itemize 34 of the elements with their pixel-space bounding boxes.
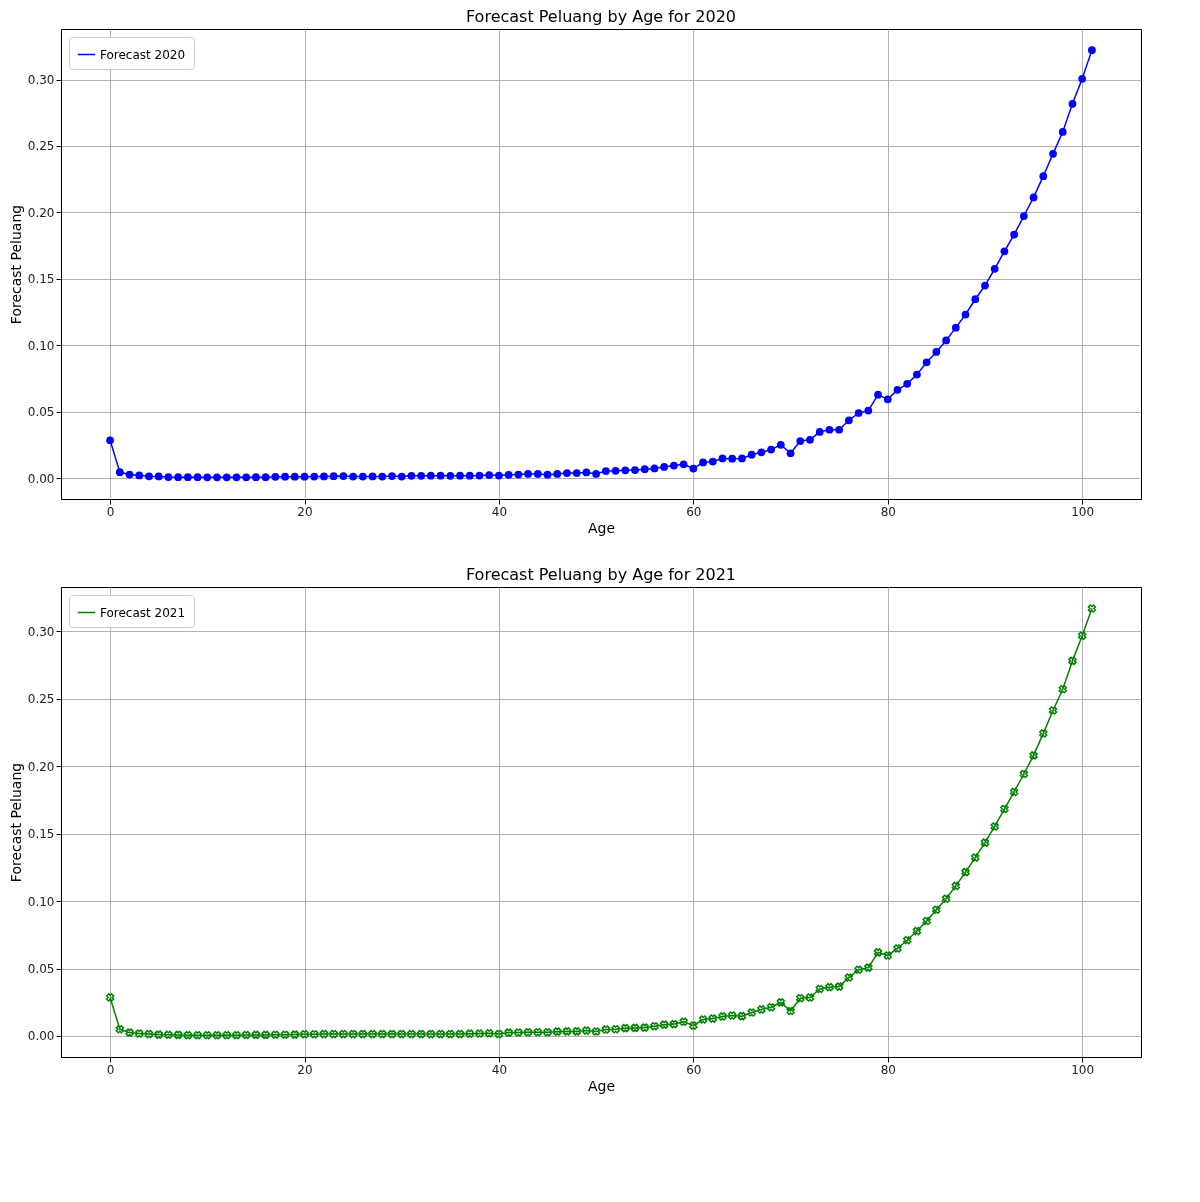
- legend-label: Forecast 2020: [100, 47, 186, 62]
- x-tick-label: 60: [686, 1062, 702, 1077]
- x-axis-title: Age: [587, 1077, 616, 1094]
- y-tick-label: 0.10: [27, 894, 55, 909]
- y-tick-label: 0.30: [27, 73, 55, 88]
- chart-title: Forecast Peluang by Age for 2020: [465, 7, 737, 26]
- y-axis-title: Forecast Peluang: [7, 204, 24, 325]
- x-tick-label: 80: [880, 504, 896, 519]
- y-tick-label: 0.30: [27, 624, 55, 639]
- y-tick-label: 0.00: [27, 471, 55, 486]
- x-tick-label: 40: [491, 1062, 508, 1077]
- y-tick-label: 0.00: [27, 1029, 55, 1044]
- y-tick-label: 0.15: [27, 827, 55, 842]
- x-tick-label: 80: [880, 1062, 896, 1077]
- y-tick-label: 0.20: [27, 759, 55, 774]
- x-tick-label: 100: [1071, 1062, 1095, 1077]
- y-axis-title: Forecast Peluang: [7, 762, 24, 883]
- chart-title: Forecast Peluang by Age for 2021: [465, 565, 737, 584]
- y-tick-label: 0.05: [27, 405, 55, 420]
- y-tick-label: 0.05: [27, 962, 55, 977]
- y-tick-label: 0.15: [27, 272, 55, 287]
- y-tick-label: 0.25: [27, 692, 55, 707]
- x-tick-label: 100: [1071, 504, 1095, 519]
- x-tick-label: 20: [297, 504, 313, 519]
- x-tick-label: 20: [297, 1062, 313, 1077]
- x-tick-label: 0: [106, 1062, 115, 1077]
- y-tick-label: 0.20: [27, 205, 55, 220]
- x-tick-label: 60: [686, 504, 702, 519]
- y-tick-label: 0.10: [27, 338, 55, 353]
- x-tick-label: 40: [491, 504, 508, 519]
- x-tick-label: 0: [106, 504, 115, 519]
- x-axis-title: Age: [587, 519, 616, 536]
- y-tick-label: 0.25: [27, 139, 55, 154]
- legend-label: Forecast 2021: [100, 605, 186, 620]
